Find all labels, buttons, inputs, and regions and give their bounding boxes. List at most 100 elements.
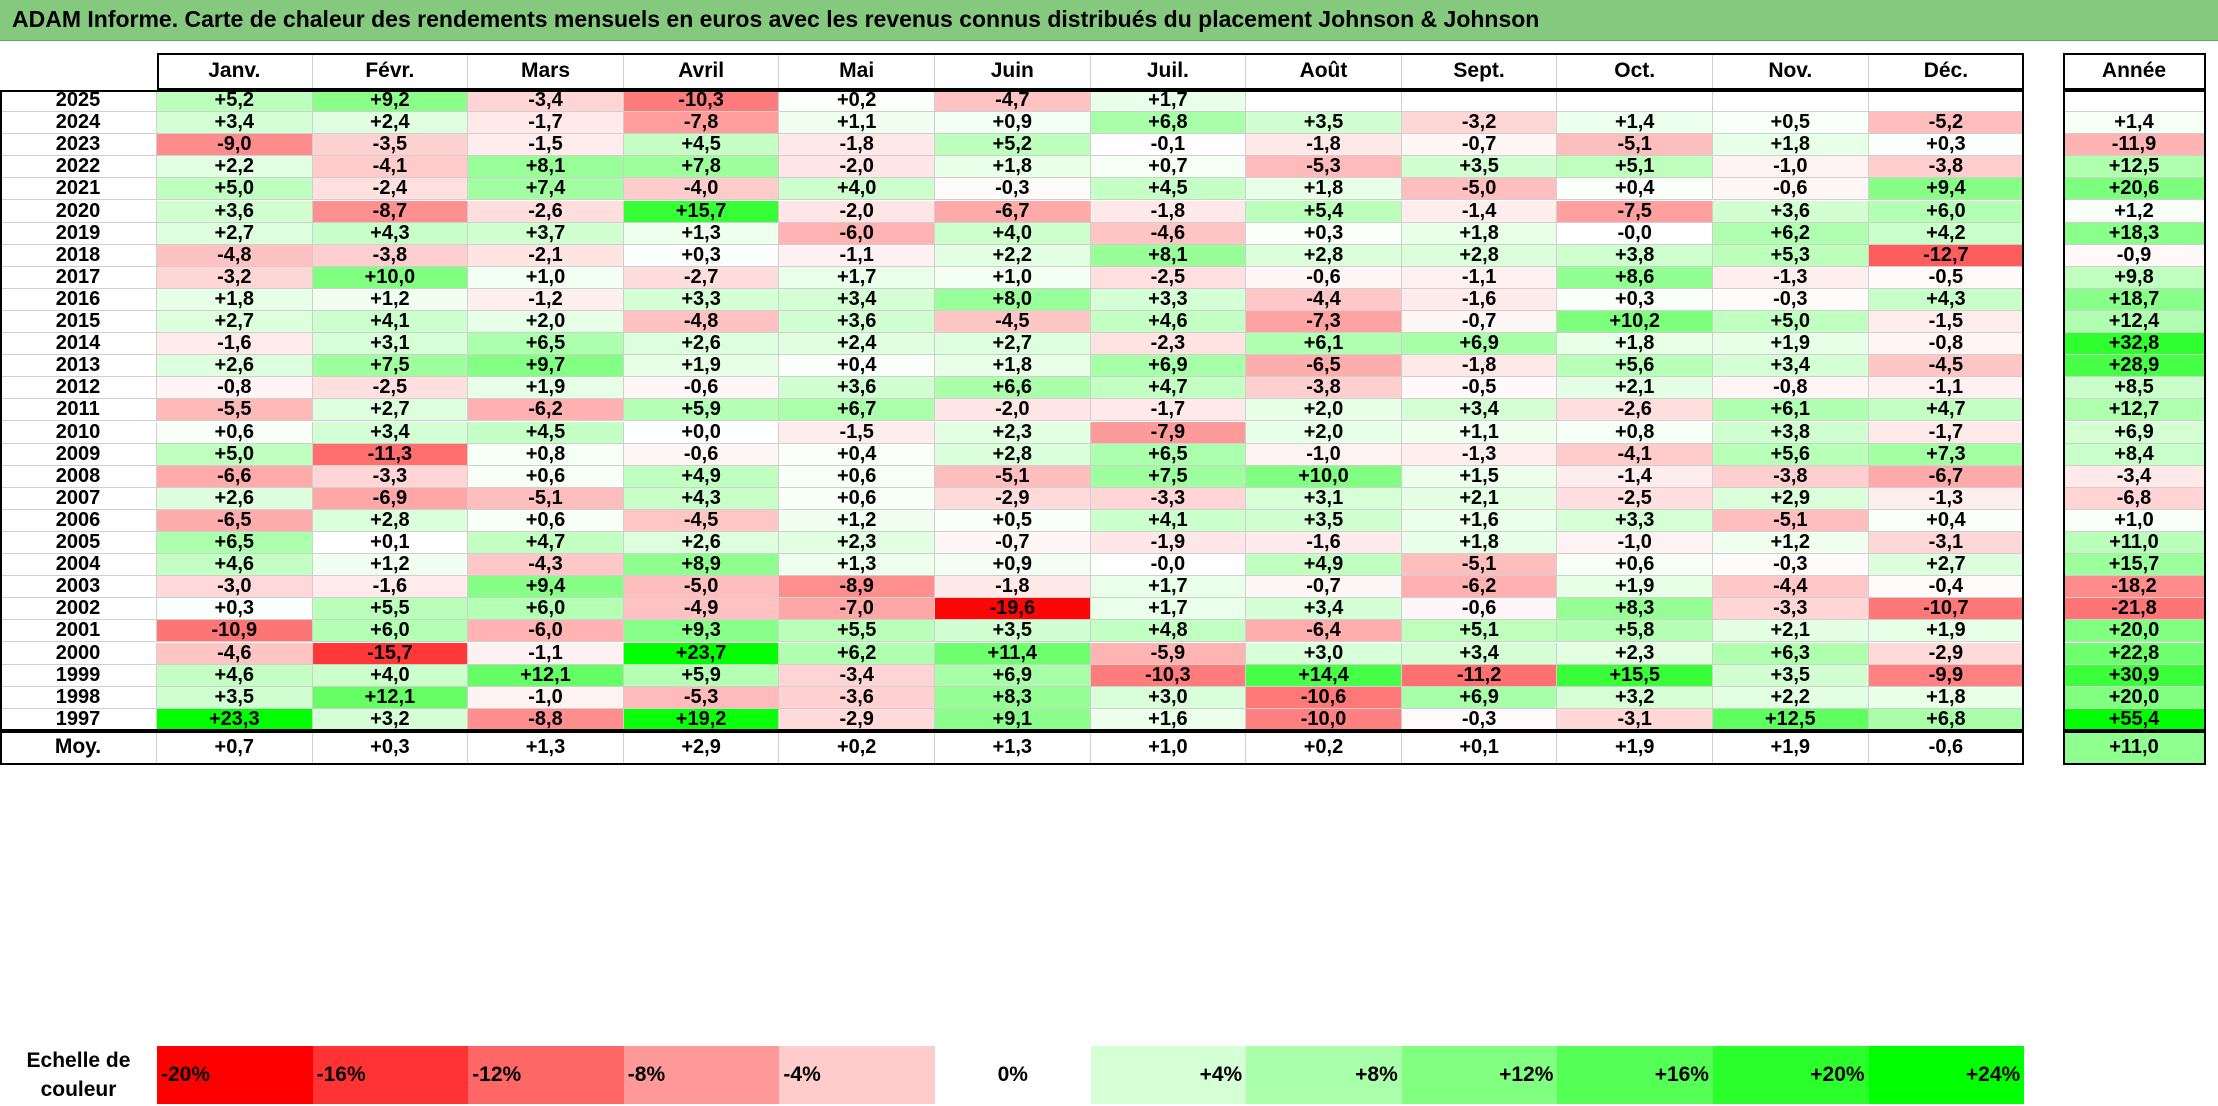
heatmap-cell: +6,1 [1713, 398, 1869, 422]
annual-cell: +11,0 [2063, 531, 2206, 555]
heatmap-cell: +1,5 [1401, 465, 1558, 488]
heatmap-cell: -2,7 [623, 266, 780, 289]
scale-swatch: -4% [779, 1046, 935, 1104]
heatmap-cell: -4,4 [1713, 575, 1869, 599]
heatmap-cell: -0,3 [1713, 553, 1869, 577]
average-annual-cell: +11,0 [2063, 730, 2206, 765]
heatmap-cell: -4,3 [468, 553, 624, 577]
heatmap-cell: -8,9 [779, 575, 935, 599]
heatmap-cell: +6,8 [1868, 708, 2025, 731]
heatmap-cell: -1,1 [1868, 376, 2025, 400]
heatmap-cell: -5,3 [1246, 155, 1402, 179]
annual-cell: +20,6 [2063, 177, 2206, 201]
heatmap-cell: +9,4 [1868, 177, 2025, 201]
heatmap-cell: +6,0 [312, 619, 469, 643]
heatmap-cell: -0,4 [1868, 575, 2025, 599]
annual-cell: -0,9 [2063, 244, 2206, 267]
heatmap-cell: +3,5 [1246, 509, 1402, 532]
heatmap-cell: -3,1 [1868, 531, 2025, 555]
heatmap-cell: +1,9 [1868, 619, 2025, 643]
heatmap-cell: +10,0 [1246, 465, 1402, 488]
average-cell: +1,0 [1090, 730, 1247, 765]
annual-cell: -18,2 [2063, 575, 2206, 599]
heatmap-cell: +0,3 [157, 597, 313, 621]
heatmap-cell: +5,5 [779, 619, 935, 643]
heatmap-cell: +8,1 [468, 155, 624, 179]
month-header: Juin [935, 53, 1091, 90]
heatmap-cell: -1,4 [1401, 200, 1558, 223]
heatmap-cell: -1,6 [1246, 531, 1402, 555]
heatmap-cell: +5,9 [623, 398, 780, 422]
heatmap-cell: -1,8 [1090, 200, 1247, 223]
heatmap-cell: -2,0 [935, 398, 1091, 422]
heatmap-cell: +3,7 [468, 222, 624, 245]
heatmap-cell: -11,3 [312, 443, 469, 466]
heatmap-cell: +2,1 [1557, 376, 1713, 400]
scale-swatch: +8% [1246, 1046, 1402, 1104]
heatmap-cell: +1,6 [1090, 708, 1247, 731]
year-label: 2017 [0, 266, 157, 289]
annual-cell: +18,3 [2063, 222, 2206, 245]
heatmap-cell: -5,1 [1401, 553, 1558, 577]
heatmap-cell: -6,7 [1868, 465, 2025, 488]
heatmap-cell: +1,8 [935, 354, 1091, 378]
average-cell: +0,2 [1246, 730, 1402, 765]
heatmap-cell: -1,8 [1246, 133, 1402, 157]
heatmap-cell: +5,0 [157, 177, 313, 201]
year-label: 2011 [0, 398, 157, 422]
annual-cell: +12,4 [2063, 310, 2206, 334]
heatmap-cell: -4,5 [1868, 354, 2025, 378]
year-label: 2013 [0, 354, 157, 378]
heatmap-cell: -0,7 [935, 531, 1091, 555]
heatmap-cell: +6,9 [1401, 686, 1558, 709]
heatmap-cell: -5,1 [1557, 133, 1713, 157]
heatmap-cell: +4,7 [1868, 398, 2025, 422]
heatmap-cell: -4,9 [623, 597, 780, 621]
heatmap-cell: +1,9 [1713, 332, 1869, 356]
annual-cell: -11,9 [2063, 133, 2206, 157]
heatmap-cell: -2,9 [1868, 642, 2025, 665]
heatmap-cell: -0,6 [1246, 266, 1402, 289]
year-label: 2005 [0, 531, 157, 555]
heatmap-cell: +4,6 [157, 553, 313, 577]
heatmap-cell: +0,4 [779, 443, 935, 466]
heatmap-cell: +4,9 [1246, 553, 1402, 577]
heatmap-cell: +2,2 [157, 155, 313, 179]
annual-cell: +12,7 [2063, 398, 2206, 422]
scale-swatch: -16% [312, 1046, 469, 1104]
heatmap-cell: +6,0 [1868, 200, 2025, 223]
heatmap-cell: +1,0 [468, 266, 624, 289]
heatmap-cell: -19,6 [935, 597, 1091, 621]
heatmap-cell: -4,0 [623, 177, 780, 201]
average-cell: +1,9 [1557, 730, 1713, 765]
heatmap-cell: -3,8 [1246, 376, 1402, 400]
heatmap-cell: +5,6 [1557, 354, 1713, 378]
annual-cell: +18,7 [2063, 288, 2206, 311]
heatmap-cell: -1,1 [468, 642, 624, 665]
heatmap-cell: +1,8 [935, 155, 1091, 179]
heatmap-cell: -3,3 [1090, 487, 1247, 510]
heatmap-cell: -1,6 [157, 332, 313, 356]
heatmap-cell: +3,6 [157, 200, 313, 223]
heatmap-cell: +2,1 [1401, 487, 1558, 510]
heatmap-cell: +0,6 [157, 421, 313, 444]
year-label: 1999 [0, 664, 157, 687]
heatmap-cell: +2,3 [779, 531, 935, 555]
heatmap-cell: -6,2 [468, 398, 624, 422]
scale-swatch: +16% [1557, 1046, 1713, 1104]
month-header: Mars [468, 53, 624, 90]
heatmap-cell: +3,6 [1713, 200, 1869, 223]
heatmap-cell: +3,5 [1401, 155, 1558, 179]
heatmap-cell: -0,0 [1090, 553, 1247, 577]
heatmap-cell: +0,5 [935, 509, 1091, 532]
heatmap-cell: +5,8 [1557, 619, 1713, 643]
heatmap-cell: +0,6 [779, 487, 935, 510]
heatmap-cell: +4,5 [623, 133, 780, 157]
year-label: 2007 [0, 487, 157, 510]
heatmap-cell: +4,7 [1090, 376, 1247, 400]
heatmap-cell: +9,3 [623, 619, 780, 643]
heatmap-cell: +1,7 [1090, 89, 1247, 113]
heatmap-cell: -1,0 [1246, 443, 1402, 466]
heatmap-cell: +2,7 [312, 398, 469, 422]
year-label: 2018 [0, 244, 157, 267]
